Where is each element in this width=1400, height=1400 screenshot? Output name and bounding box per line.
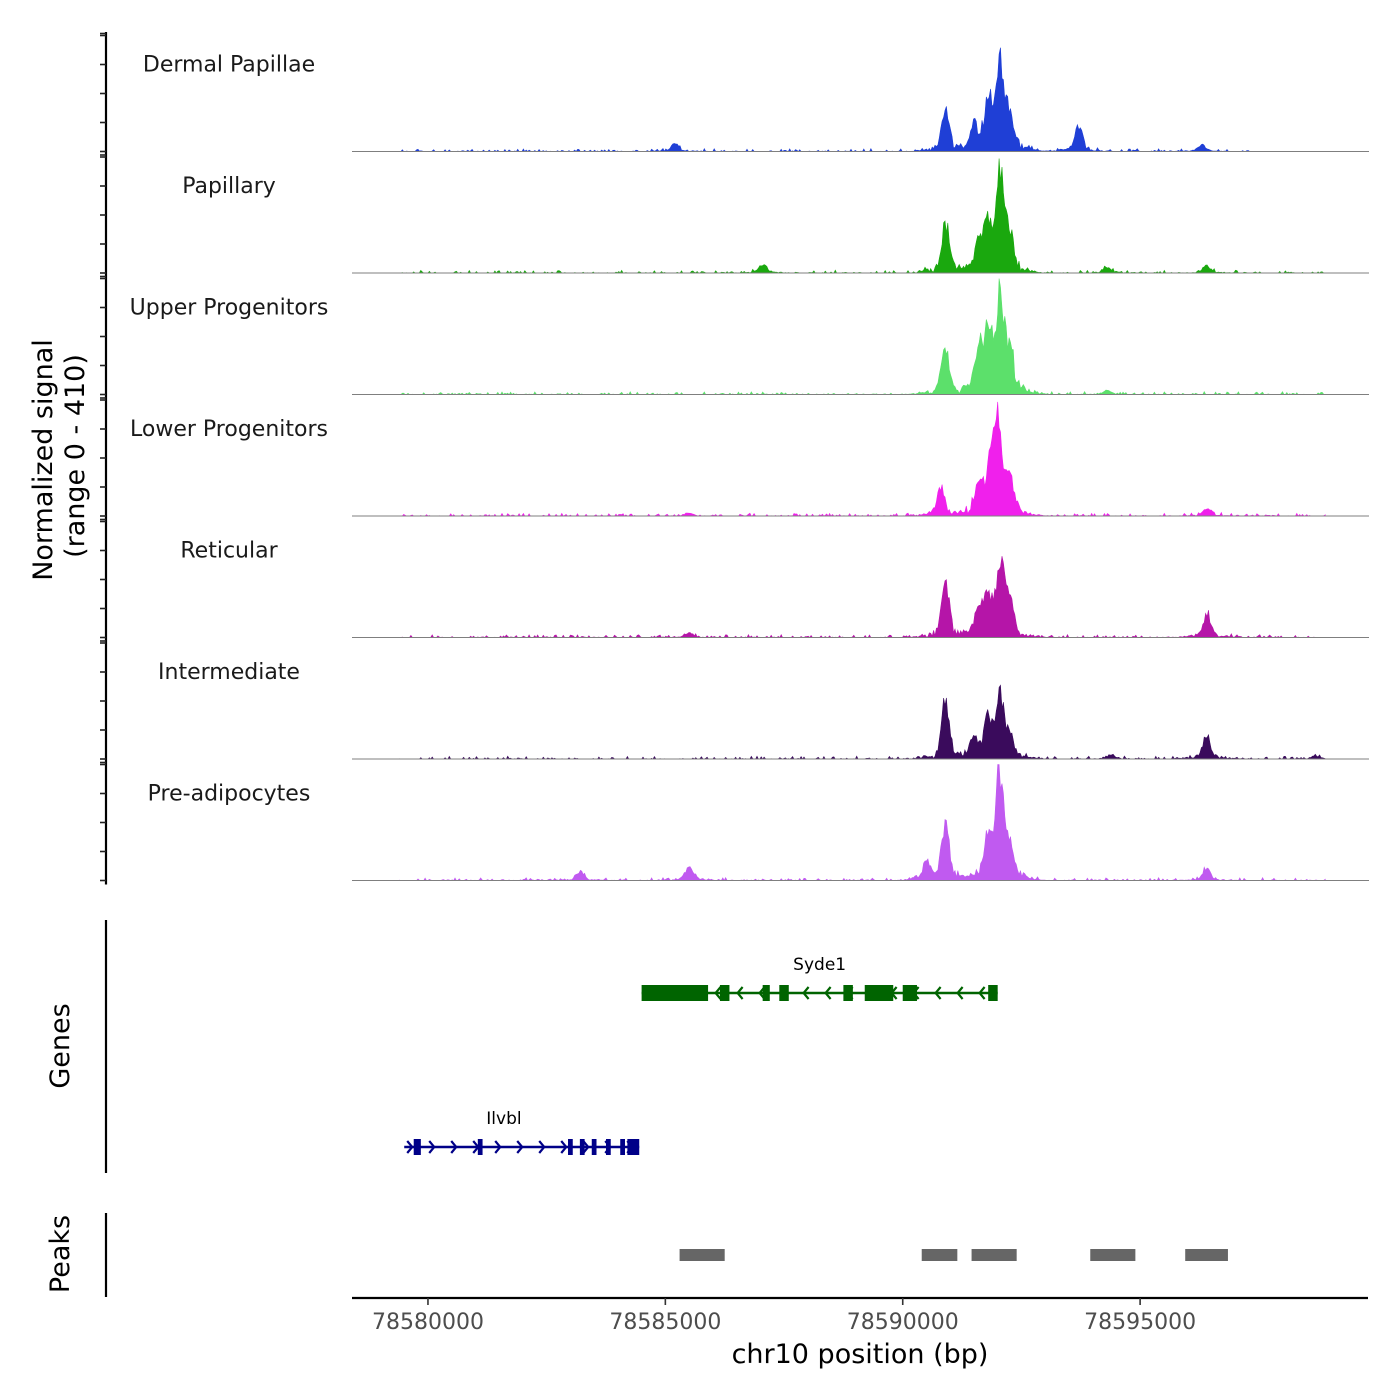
strand-arrow (494, 1140, 502, 1154)
track-label: Dermal Papillae (143, 53, 315, 78)
exon (988, 985, 998, 1001)
strand-arrow (934, 986, 942, 1000)
peaks-track-label: Peaks (45, 1215, 76, 1293)
track-label: Lower Progenitors (130, 417, 328, 442)
gene-label: Ilvbl (486, 1109, 521, 1129)
exon (606, 1139, 611, 1155)
strand-arrow (406, 1140, 414, 1154)
exon (719, 985, 730, 1001)
strand-arrow (516, 1140, 524, 1154)
gene-ilvbl: Ilvbl (404, 1109, 640, 1155)
strand-arrow (736, 986, 744, 1000)
strand-arrow (978, 986, 986, 1000)
x-tick-label: 78590000 (847, 1310, 959, 1335)
exon (843, 985, 853, 1001)
track-upper-progenitors: Upper Progenitors (130, 278, 1369, 396)
exon (902, 985, 917, 1001)
peak-region (679, 1249, 725, 1261)
gene-label: Syde1 (793, 955, 846, 975)
track-label: Papillary (182, 174, 276, 199)
signal-area (399, 158, 1326, 274)
signal-area (399, 684, 1326, 760)
exon (779, 985, 789, 1001)
track-label: Intermediate (158, 660, 300, 685)
y-axis-title: Normalized signal (28, 339, 59, 581)
peak-region (971, 1249, 1017, 1261)
strand-arrow (538, 1140, 546, 1154)
peaks-track (104, 1213, 1228, 1297)
track-pre-adipocytes: Pre-adipocytes (148, 764, 1369, 882)
strand-arrow (956, 986, 964, 1000)
track-dermal-papillae: Dermal Papillae (143, 47, 1369, 153)
signal-y-axis (100, 32, 108, 885)
track-label: Reticular (180, 539, 278, 564)
exon (864, 985, 894, 1001)
track-intermediate: Intermediate (158, 660, 1369, 760)
y-axis-range-label: (range 0 - 410) (60, 354, 91, 558)
signal-area (399, 764, 1326, 882)
strand-arrow (824, 986, 832, 1000)
strand-arrow (428, 1140, 436, 1154)
strand-arrow (714, 986, 722, 1000)
track-label: Pre-adipocytes (148, 782, 311, 807)
exon (762, 985, 770, 1001)
peak-region (1185, 1249, 1228, 1261)
track-papillary: Papillary (182, 158, 1369, 274)
exon (620, 1139, 625, 1155)
exon (477, 1139, 483, 1155)
strand-arrow (582, 1140, 590, 1154)
genes-track: Syde1 Ilvbl (104, 920, 998, 1173)
signal-area (399, 47, 1255, 153)
strand-arrow (450, 1140, 458, 1154)
exon (413, 1139, 421, 1155)
track-label: Upper Progenitors (130, 296, 329, 321)
signal-area (399, 556, 1326, 639)
peak-region (921, 1249, 958, 1261)
x-axis: 78580000 78585000 78590000 78595000 (352, 1296, 1368, 1335)
gene-syde1: Syde1 (641, 955, 998, 1001)
x-tick-label: 78580000 (372, 1310, 484, 1335)
exon (568, 1139, 573, 1155)
exon (627, 1139, 640, 1155)
strand-arrow (560, 1140, 568, 1154)
track-reticular: Reticular (180, 539, 1369, 639)
genes-track-label: Genes (45, 1003, 76, 1088)
x-tick-label: 78595000 (1084, 1310, 1196, 1335)
exon (579, 1139, 585, 1155)
x-axis-title: chr10 position (bp) (732, 1339, 989, 1370)
exon (641, 985, 709, 1001)
exon (591, 1139, 597, 1155)
strand-arrow (802, 986, 810, 1000)
x-tick-label: 78585000 (609, 1310, 721, 1335)
track-lower-progenitors: Lower Progenitors (130, 401, 1369, 517)
peak-region (1090, 1249, 1136, 1261)
signal-area (399, 278, 1326, 396)
signal-tracks: Dermal Papillae Papillary Upper Progenitor… (130, 47, 1369, 882)
signal-area (399, 401, 1326, 517)
